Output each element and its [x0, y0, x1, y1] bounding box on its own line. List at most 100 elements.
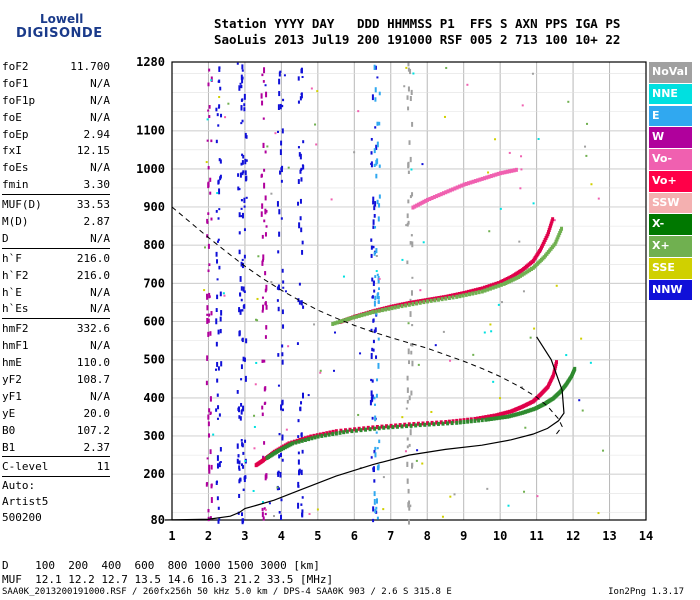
noise-echo — [215, 408, 218, 412]
param-value: N/A — [90, 110, 110, 124]
noise-echo — [206, 118, 209, 121]
trace-point — [325, 431, 329, 436]
noise-echo — [253, 425, 256, 428]
noise-echo — [375, 506, 378, 510]
noise-echo — [375, 255, 378, 258]
x-tick-label: 11 — [529, 529, 543, 543]
noise-echo — [244, 439, 247, 443]
noise-echo — [210, 464, 213, 470]
trace-point — [455, 294, 459, 299]
noise-echo — [300, 503, 303, 506]
noise-echo — [369, 400, 372, 406]
noise-echo — [210, 483, 213, 487]
trace-point — [360, 313, 364, 318]
trace-point — [484, 417, 488, 422]
noise-echo — [377, 362, 380, 369]
noise-echo — [217, 405, 220, 410]
trace-point — [477, 290, 481, 295]
trace-point — [506, 414, 510, 419]
trace-point — [424, 198, 428, 203]
param-row: hmF1 N/A — [2, 337, 110, 354]
noise-echo — [406, 260, 409, 265]
noise-echo — [376, 516, 379, 520]
noise-echo — [585, 154, 588, 157]
trace-point — [349, 316, 353, 321]
noise-echo — [375, 393, 378, 398]
noise-echo — [297, 451, 300, 455]
noise-echo — [409, 68, 412, 75]
noise-echo — [239, 276, 242, 282]
noise-echo — [241, 77, 244, 84]
trace-point — [489, 416, 493, 421]
noise-echo — [376, 199, 379, 205]
trace-point — [489, 283, 493, 288]
noise-echo — [406, 478, 409, 484]
trace-point — [393, 305, 397, 310]
trace-point — [498, 171, 502, 176]
trace-point — [340, 319, 344, 324]
noise-echo — [298, 222, 301, 229]
noise-echo — [300, 433, 303, 437]
trace-point — [555, 360, 559, 365]
trace-point — [348, 427, 352, 432]
noise-echo — [281, 344, 284, 348]
trace-point — [441, 421, 445, 426]
noise-echo — [262, 117, 265, 120]
noise-echo — [410, 89, 413, 95]
muf-dashed-line — [171, 206, 563, 437]
noise-echo — [207, 166, 210, 170]
noise-echo — [240, 286, 243, 291]
noise-echo — [240, 402, 243, 407]
noise-echo — [281, 434, 284, 439]
version-label: Ion2Png 1.3.17 — [608, 587, 684, 597]
noise-echo — [207, 331, 210, 337]
noise-echo — [218, 188, 221, 195]
noise-echo — [300, 401, 303, 405]
noise-echo — [219, 86, 222, 91]
noise-echo — [215, 209, 218, 213]
noise-echo — [370, 245, 373, 250]
noise-echo — [227, 102, 230, 105]
noise-echo — [241, 337, 244, 343]
noise-echo — [218, 66, 221, 69]
trace-point — [418, 300, 422, 305]
noise-echo — [218, 66, 221, 72]
noise-echo — [245, 159, 248, 162]
trace-point — [412, 422, 416, 427]
noise-echo — [521, 104, 524, 107]
noise-echo — [411, 462, 414, 467]
trace-point — [420, 200, 424, 205]
trace-point — [485, 175, 489, 180]
trace-point — [520, 272, 524, 277]
noise-echo — [378, 203, 381, 208]
noise-echo — [238, 307, 241, 313]
noise-echo — [301, 249, 304, 255]
trace-point — [316, 434, 320, 439]
trace-point — [404, 303, 408, 308]
x-tick-label: 8 — [424, 529, 431, 543]
noise-echo — [370, 390, 373, 396]
param-name: hmF2 — [2, 322, 29, 336]
noise-echo — [236, 390, 239, 394]
trace-point — [405, 301, 409, 306]
noise-echo — [531, 72, 534, 75]
noise-echo — [445, 66, 448, 69]
param-row: yF2 108.7 — [2, 371, 110, 388]
trace-point — [478, 177, 482, 182]
trace-point — [439, 420, 443, 425]
trace-point — [487, 414, 491, 419]
y-tick-label: 300 — [143, 429, 165, 443]
noise-echo — [236, 62, 239, 65]
param-row: yE 20.0 — [2, 405, 110, 422]
noise-echo — [375, 355, 378, 359]
noise-echo — [370, 456, 373, 459]
noise-echo — [210, 497, 213, 503]
trace-point — [444, 420, 448, 425]
trace-point — [394, 423, 398, 428]
trace-point — [371, 310, 375, 315]
noise-echo — [240, 122, 243, 125]
noise-echo — [260, 93, 263, 99]
trace-point — [446, 421, 450, 426]
param-name: yF2 — [2, 373, 22, 387]
noise-echo — [285, 428, 288, 431]
